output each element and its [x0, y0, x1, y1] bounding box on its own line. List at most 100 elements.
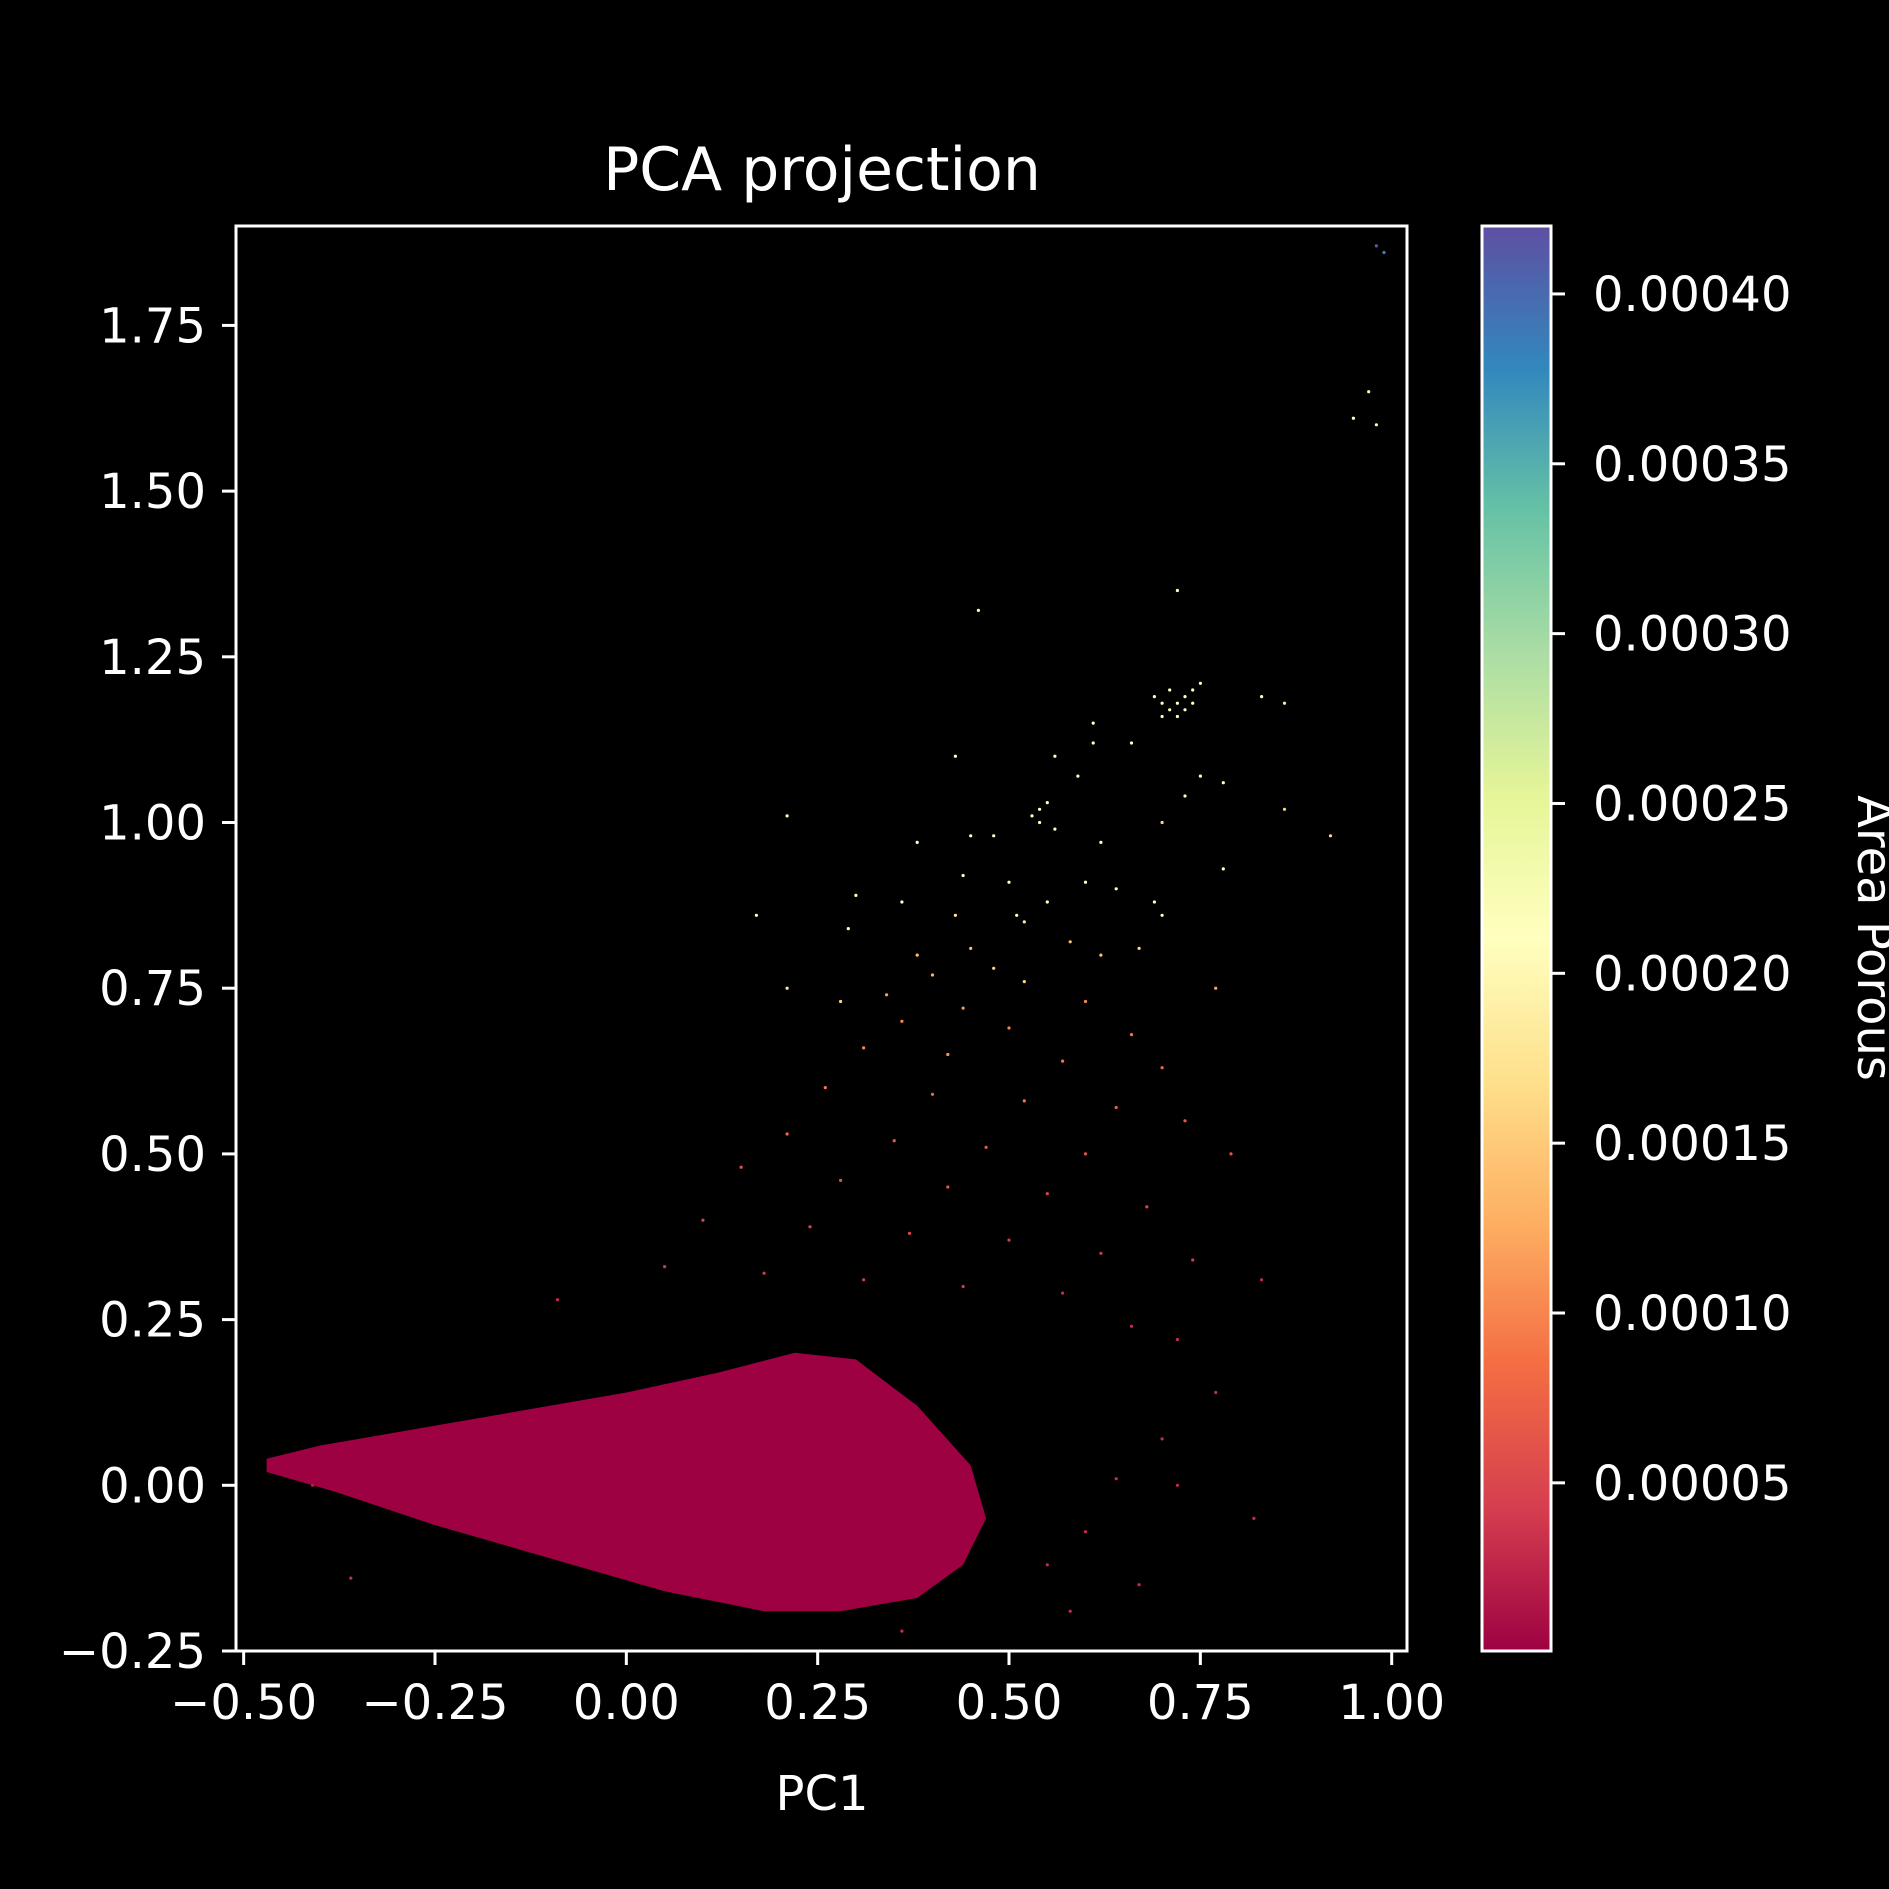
y-tick-label: 1.50 [99, 464, 206, 520]
scatter-point [1175, 714, 1179, 719]
scatter-point [846, 927, 850, 931]
scatter-point [1137, 1583, 1141, 1587]
scatter-point [1114, 1477, 1118, 1481]
scatter-point [1045, 900, 1049, 904]
scatter-point [1099, 953, 1103, 957]
scatter-point [1214, 1390, 1218, 1395]
scatter-point [1175, 1483, 1179, 1487]
scatter-point [1145, 1205, 1149, 1209]
scatter-point [946, 1185, 950, 1189]
scatter-point [946, 1052, 950, 1057]
scatter-point [701, 1218, 705, 1222]
x-tick-label: 0.50 [956, 1675, 1063, 1731]
colorbar [1480, 224, 1553, 1653]
scatter-point [862, 1278, 866, 1282]
scatter-point [1053, 754, 1057, 758]
colorbar-tick-label: 0.00020 [1593, 946, 1792, 1002]
scatter-point [785, 814, 789, 818]
scatter-point [1282, 807, 1287, 811]
y-tick-label: 0.75 [99, 961, 206, 1017]
y-tick-label: 1.25 [99, 630, 206, 686]
scatter-point [930, 1092, 935, 1096]
scatter-point [1091, 721, 1095, 725]
colorbar-tick-label: 0.00035 [1593, 437, 1792, 493]
scatter-point [961, 873, 965, 878]
scatter-point [1022, 980, 1026, 984]
scatter-point [992, 834, 996, 838]
scatter-point [1198, 681, 1202, 685]
scatter-point [885, 993, 889, 997]
scatter-point [839, 1178, 843, 1182]
scatter-point [1160, 714, 1164, 719]
x-axis-label: PC1 [776, 1766, 869, 1822]
scatter-point [992, 966, 996, 970]
scatter-point [915, 840, 919, 845]
scatter-point [1015, 913, 1019, 917]
scatter-point [1282, 701, 1287, 705]
x-tick-label: 1.00 [1338, 1675, 1445, 1731]
scatter-point [900, 1629, 904, 1633]
scatter-point [1083, 999, 1088, 1004]
plot-area [266, 244, 1386, 1651]
scatter-point [754, 913, 759, 917]
scatter-point [1007, 1026, 1011, 1030]
scatter-point [900, 900, 904, 904]
scatter-point [1191, 688, 1195, 692]
scatter-point [961, 1284, 965, 1289]
scatter-point [1198, 774, 1202, 778]
x-tick-label: 0.25 [764, 1675, 871, 1731]
scatter-point [1083, 880, 1088, 884]
scatter-point [1382, 250, 1386, 255]
scatter-point [1099, 1251, 1103, 1255]
scatter-point [1221, 867, 1225, 871]
scatter-point [953, 913, 958, 917]
scatter-point [961, 1006, 965, 1010]
scatter-point [1007, 880, 1011, 884]
x-tick-label: 0.75 [1147, 1675, 1254, 1731]
x-tick-label: −0.25 [361, 1675, 508, 1731]
scatter-point [862, 1046, 866, 1050]
scatter-point [1137, 946, 1141, 951]
scatter-point [823, 1086, 827, 1090]
scatter-point [930, 973, 935, 977]
scatter-point [1114, 887, 1118, 891]
y-tick-label: 1.00 [99, 796, 206, 852]
scatter-point [1183, 708, 1187, 712]
scatter-point [1152, 900, 1156, 904]
colorbar-tick-label: 0.00015 [1593, 1116, 1792, 1172]
plot-frame [234, 224, 1409, 1653]
scatter-point [1175, 588, 1179, 593]
colorbar-ticks: 0.00005 0.00010 0.00015 0.00020 0.00025 0.000… [1551, 267, 1792, 1512]
colorbar-tick-label: 0.00025 [1593, 776, 1792, 832]
scatter-point [1007, 1238, 1011, 1242]
scatter-point [1045, 1192, 1049, 1196]
scatter-point [892, 1139, 896, 1143]
scatter-point [915, 953, 919, 957]
scatter-point [555, 1298, 560, 1302]
y-tick-label: 0.50 [99, 1127, 206, 1183]
scatter-point [1374, 423, 1378, 427]
chart-title: PCA projection [603, 135, 1041, 205]
scatter-point [1229, 1152, 1233, 1156]
scatter-point [1374, 244, 1378, 248]
scatter-point [663, 1265, 667, 1269]
scatter-point [1099, 840, 1103, 845]
scatter-point [1160, 913, 1164, 917]
scatter-point [1061, 1059, 1065, 1063]
scatter-point [1168, 688, 1172, 692]
colorbar-tick-label: 0.00005 [1593, 1456, 1792, 1512]
scatter-point [1252, 1516, 1256, 1520]
scatter-point [1214, 986, 1218, 990]
scatter-point [907, 1231, 912, 1235]
scatter-point [1038, 807, 1042, 811]
scatter-point [984, 1145, 988, 1149]
scatter-point [1175, 1337, 1179, 1342]
scatter-point [1083, 1152, 1088, 1156]
scatter-point [762, 1271, 766, 1275]
scatter-point [854, 893, 858, 898]
scatter-point [1129, 741, 1134, 745]
y-tick-label: −0.25 [59, 1624, 206, 1680]
scatter-point [1221, 781, 1225, 785]
scatter-point [1068, 1609, 1072, 1613]
